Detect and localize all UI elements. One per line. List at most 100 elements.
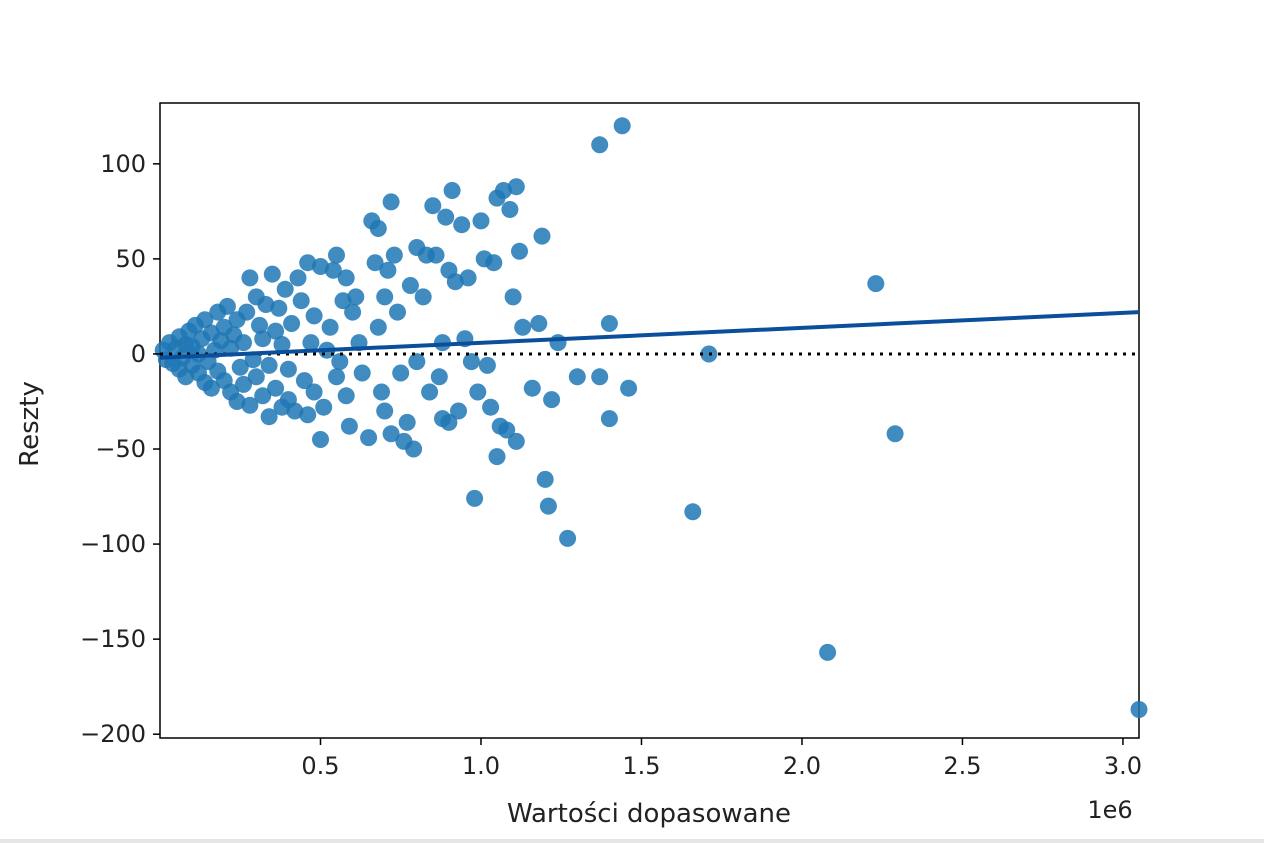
data-point	[819, 643, 837, 661]
data-point	[684, 503, 702, 521]
data-point	[440, 413, 458, 431]
x-axis: 0.5 1.0 1.5 2.0 2.5 3.0	[301, 738, 1142, 780]
data-point	[235, 375, 252, 393]
data-point	[478, 356, 496, 374]
data-point	[1130, 701, 1148, 718]
regression-line	[159, 310, 1140, 360]
data-point	[257, 296, 275, 313]
data-point	[202, 379, 220, 397]
data-point	[337, 269, 355, 287]
data-point	[218, 297, 236, 315]
data-point	[408, 353, 426, 371]
data-point	[453, 216, 471, 234]
data-point	[260, 408, 278, 426]
data-point	[504, 288, 522, 306]
data-point	[295, 372, 313, 390]
data-point	[501, 201, 519, 218]
x-axis-label: Wartości dopasowane	[507, 799, 791, 829]
data-point	[533, 227, 551, 245]
data-point	[536, 470, 554, 488]
data-point	[379, 261, 397, 279]
data-point	[405, 440, 423, 458]
plot-area	[154, 102, 1148, 739]
data-point	[305, 383, 323, 401]
data-point	[620, 379, 638, 397]
data-point	[376, 288, 394, 306]
data-point	[353, 364, 371, 382]
data-point	[340, 417, 358, 435]
data-point	[238, 303, 256, 321]
y-axis-label: Reszty	[15, 381, 45, 467]
x-axis-offset-label: 1e6	[1087, 796, 1132, 824]
y-tick-label: −50	[95, 435, 146, 463]
data-point	[401, 277, 419, 294]
data-point	[241, 269, 259, 287]
data-point	[511, 242, 528, 260]
data-point	[421, 383, 439, 401]
data-point	[600, 315, 618, 332]
data-point	[886, 425, 904, 443]
data-point	[600, 410, 618, 428]
data-point	[254, 387, 272, 405]
data-point	[523, 379, 541, 397]
data-point	[507, 432, 525, 450]
data-point	[334, 292, 352, 310]
y-tick-label: −100	[80, 530, 146, 558]
data-point	[302, 334, 320, 352]
data-point	[369, 220, 387, 237]
data-point	[382, 193, 400, 211]
data-point	[867, 275, 885, 293]
data-point	[270, 299, 288, 317]
data-point	[392, 364, 410, 382]
data-point	[488, 448, 506, 466]
data-point	[443, 182, 461, 199]
data-point	[228, 393, 246, 410]
data-point	[312, 258, 329, 275]
data-point	[462, 353, 480, 371]
y-axis: 100 50 0 −50 −100 −150 −200	[80, 150, 160, 748]
data-point	[299, 406, 317, 424]
data-point	[337, 387, 355, 405]
data-point	[469, 383, 487, 401]
data-point	[289, 269, 307, 287]
x-tick-label: 0.5	[301, 752, 339, 780]
data-point	[398, 413, 416, 431]
data-point	[247, 368, 265, 386]
y-tick-label: −150	[80, 625, 146, 653]
data-point	[366, 254, 384, 272]
data-point	[613, 117, 631, 135]
data-point	[305, 307, 323, 325]
data-point	[437, 208, 455, 226]
data-point	[424, 197, 442, 215]
data-point	[459, 269, 477, 287]
data-point	[347, 288, 365, 306]
data-point	[568, 368, 586, 386]
data-point	[344, 303, 362, 321]
data-point	[549, 334, 567, 352]
data-point	[360, 429, 378, 447]
data-point	[276, 280, 294, 298]
data-point	[286, 402, 304, 420]
data-point	[466, 489, 484, 507]
data-point	[530, 315, 548, 332]
data-point	[485, 254, 503, 272]
data-point	[321, 318, 339, 336]
data-point	[254, 330, 272, 348]
data-point	[315, 398, 333, 416]
data-point	[472, 212, 490, 230]
data-point	[514, 318, 532, 336]
data-point	[279, 360, 297, 378]
data-point	[373, 383, 390, 401]
data-point	[231, 358, 249, 376]
data-point	[292, 292, 310, 310]
data-point	[196, 311, 214, 329]
y-tick-label: 0	[131, 340, 146, 368]
data-point	[283, 315, 301, 332]
data-point	[539, 497, 557, 515]
x-tick-label: 2.0	[783, 752, 821, 780]
data-point	[235, 334, 252, 352]
x-tick-label: 3.0	[1104, 752, 1142, 780]
data-point	[273, 336, 291, 353]
data-point	[369, 318, 387, 336]
